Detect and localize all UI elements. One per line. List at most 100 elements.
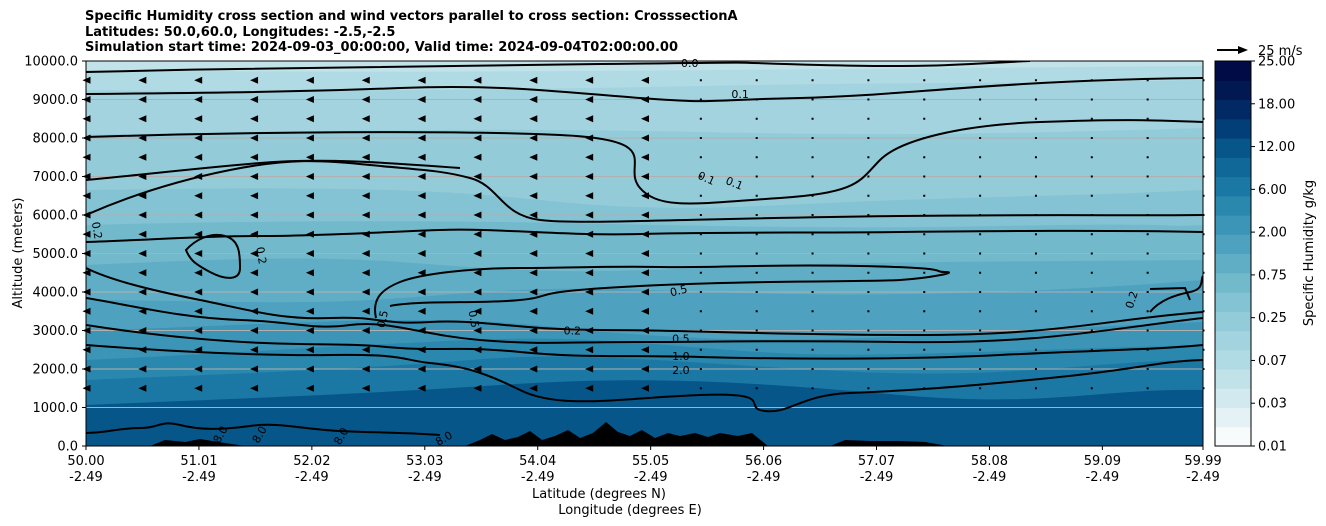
wind-vector-306 xyxy=(1090,387,1093,390)
wind-vector-329 xyxy=(1146,271,1149,274)
wind-vector-88 xyxy=(361,327,370,334)
wind-vector-84 xyxy=(305,76,314,84)
wind-vector-130 xyxy=(473,173,482,180)
colorbar-segment-12 xyxy=(1215,195,1251,216)
wind-vector-194 xyxy=(699,252,702,255)
wind-vector-35 xyxy=(194,365,203,373)
wind-vector-317 xyxy=(1090,175,1093,178)
colorbar-segment-7 xyxy=(1215,292,1251,312)
wind-vector-312 xyxy=(1090,271,1093,274)
x-tick-label-lat-9: 59.09 xyxy=(1084,454,1121,469)
wind-vector-253 xyxy=(867,98,870,101)
wind-vector-89 xyxy=(361,307,370,315)
wind-vector-61 xyxy=(250,192,259,200)
wind-vector-75 xyxy=(305,250,314,257)
humidity-band-11 xyxy=(86,61,1203,72)
x-tick-label-lon-1: -2.49 xyxy=(182,470,216,485)
wind-vector-150 xyxy=(529,115,538,123)
colorbar-tick-label-1: 0.03 xyxy=(1258,397,1287,412)
wind-vector-18 xyxy=(138,365,147,373)
x-tick-label-lat-6: 56.06 xyxy=(745,454,782,469)
wind-vector-70 xyxy=(305,346,314,354)
wind-vector-82 xyxy=(305,115,314,123)
wind-vector-209 xyxy=(755,291,758,293)
wind-vector-248 xyxy=(867,194,870,197)
colorbar-segment-6 xyxy=(1215,311,1251,332)
y-tick-label-2: 2000.0 xyxy=(33,363,79,378)
wind-vector-214 xyxy=(755,194,758,197)
wind-vector-264 xyxy=(923,214,926,216)
contour-line-0-1-dome xyxy=(86,160,1203,223)
wind-vector-71 xyxy=(305,327,314,334)
wind-vector-251 xyxy=(867,137,870,139)
wind-vector-272 xyxy=(979,387,982,390)
wind-vector-78 xyxy=(305,192,314,200)
wind-vector-217 xyxy=(755,137,758,139)
wind-vector-249 xyxy=(867,175,870,178)
wind-vector-91 xyxy=(361,269,370,277)
wind-vector-221 xyxy=(811,387,814,390)
x-tick-label-lat-10: 59.99 xyxy=(1184,454,1221,469)
contour-label-12: 1.0 xyxy=(672,350,690,363)
wind-vector-166 xyxy=(585,134,594,142)
wind-vector-259 xyxy=(923,310,926,313)
wind-vector-58 xyxy=(250,250,259,257)
contour-line-0-1-mid xyxy=(86,119,1203,205)
x-tick-label-lat-0: 50.00 xyxy=(67,454,104,469)
wind-vector-326 xyxy=(1146,329,1149,332)
wind-vector-303 xyxy=(1034,117,1037,120)
contour-label-8: 0.5 xyxy=(375,309,391,329)
wind-vector-280 xyxy=(979,233,982,236)
colorbar-segment-11 xyxy=(1215,215,1251,235)
wind-vector-220 xyxy=(755,79,758,82)
contour-label-9: 0.5 xyxy=(466,309,482,328)
wind-vector-307 xyxy=(1090,368,1093,370)
wind-vector-141 xyxy=(529,288,538,296)
wind-vector-338 xyxy=(1146,98,1149,101)
wind-vector-79 xyxy=(305,173,314,180)
colorbar-segment-5 xyxy=(1215,330,1251,351)
wind-vector-167 xyxy=(585,115,594,123)
wind-vector-211 xyxy=(755,252,758,255)
x-tick-label-lon-0: -2.49 xyxy=(69,470,103,485)
colorbar-tick-label-0: 0.01 xyxy=(1258,440,1287,455)
wind-vector-219 xyxy=(755,98,758,101)
wind-vector-216 xyxy=(755,156,758,159)
wind-vector-213 xyxy=(755,214,758,216)
wind-vector-143 xyxy=(529,250,538,257)
y-tick-label-5: 5000.0 xyxy=(33,247,79,262)
wind-vector-67 xyxy=(250,76,259,84)
wind-vector-299 xyxy=(1034,194,1037,197)
wind-vector-47 xyxy=(194,134,203,142)
wind-vector-186 xyxy=(641,76,649,84)
wind-vector-50 xyxy=(194,76,203,84)
colorbar-label: Specific Humidity g/kg xyxy=(1302,180,1317,326)
wind-vector-325 xyxy=(1146,348,1149,351)
chart-title: Specific Humidity cross section and wind… xyxy=(85,9,738,56)
colorbar-tick-label-2: 0.07 xyxy=(1258,354,1287,369)
colorbar-tick-label-7: 12.00 xyxy=(1258,140,1295,155)
wind-vector-153 xyxy=(585,384,594,392)
wind-vector-74 xyxy=(305,269,314,277)
wind-vector-83 xyxy=(305,96,314,103)
wind-vector-321 xyxy=(1090,98,1093,101)
wind-vector-77 xyxy=(305,211,314,219)
wind-vector-127 xyxy=(473,230,482,238)
wind-vector-29 xyxy=(138,153,147,161)
contour-label-4: 0.2 xyxy=(89,221,105,240)
wind-vector-93 xyxy=(361,230,370,238)
y-tick-label-0: 0.0 xyxy=(57,440,78,455)
wind-vector-201 xyxy=(699,117,702,120)
contour-line-0-1-left xyxy=(86,159,461,181)
wind-vector-105 xyxy=(417,327,426,334)
wind-vector-185 xyxy=(641,96,649,103)
y-tick-label-1: 1000.0 xyxy=(33,401,79,416)
wind-vector-149 xyxy=(529,134,538,142)
colorbar-segment-9 xyxy=(1215,253,1251,274)
wind-vector-300 xyxy=(1034,175,1037,178)
wind-vector-206 xyxy=(755,348,758,351)
wind-vector-289 xyxy=(1034,387,1037,390)
wind-vector-205 xyxy=(755,368,758,370)
colorbar-segment-17 xyxy=(1215,99,1251,120)
wind-vector-138 xyxy=(529,346,538,354)
